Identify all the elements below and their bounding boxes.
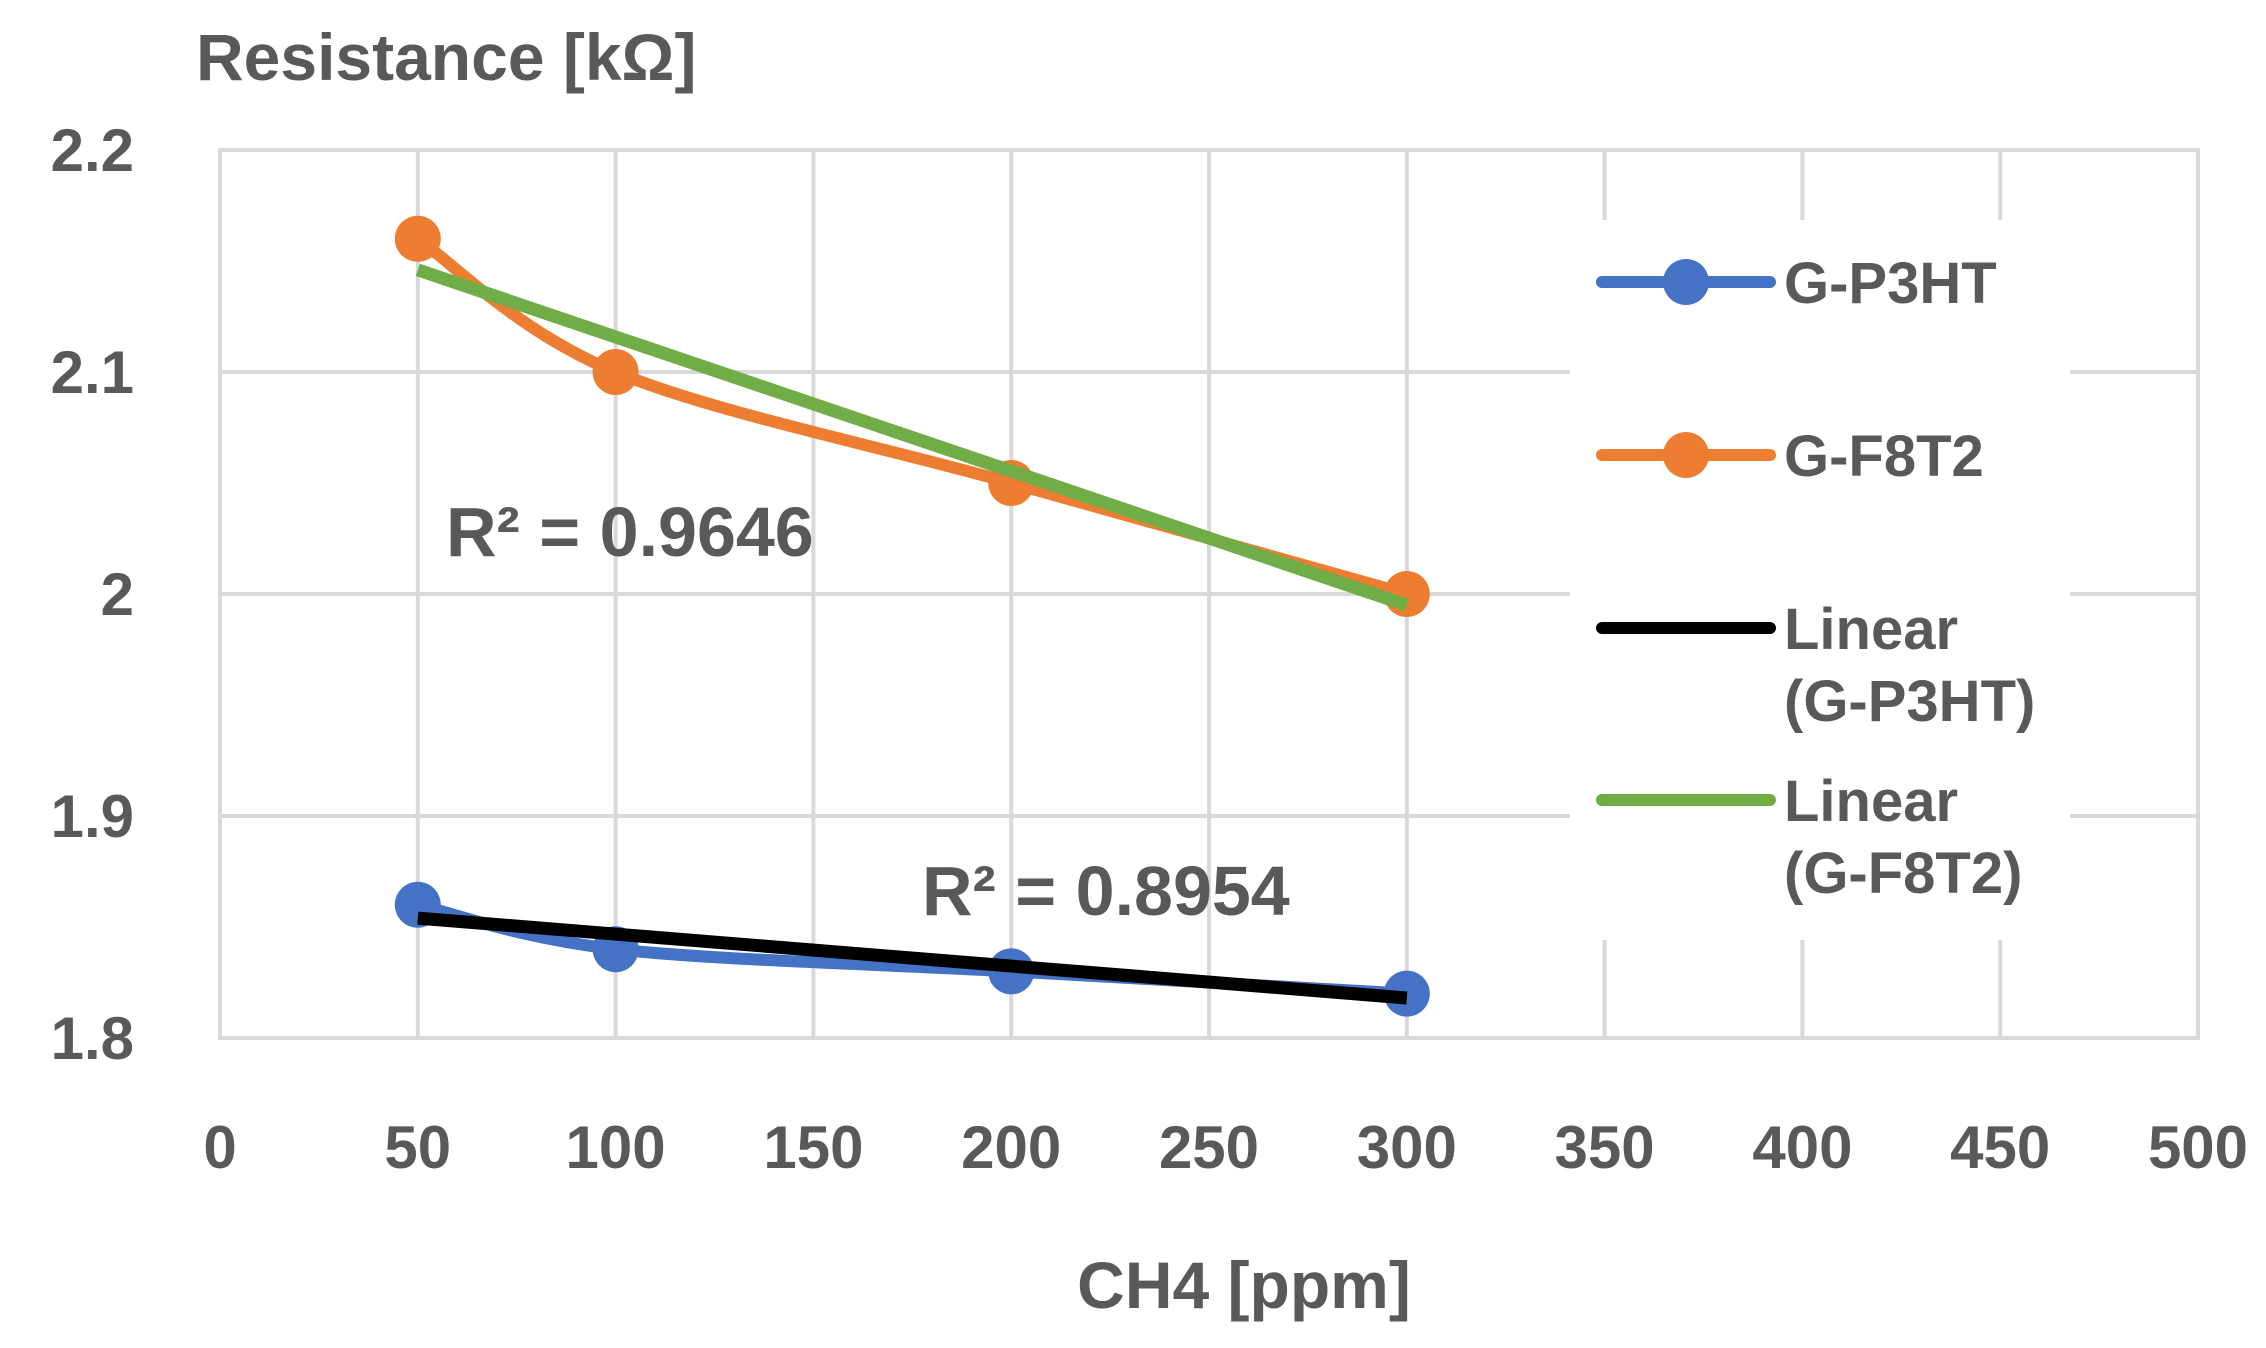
legend-label: Linear [1784,769,1958,834]
r2-label-g-p3ht: R² = 0.8954 [922,852,1290,930]
trendline-linear-g-p3ht [417,911,1408,1005]
y-tick-label: 1.8 [51,1005,134,1072]
x-tick-label: 200 [961,1114,1061,1181]
y-tick-label: 2 [101,561,134,628]
legend-entry-g-f8t2: G-F8T2 [1596,424,1984,489]
y-axis-ticks: 1.8 1.9 2 2.1 2.2 [51,117,134,1072]
legend-label: (G-P3HT) [1784,669,2035,734]
legend-entry-linear-g-f8t2: Linear (G-F8T2) [1596,769,2022,906]
legend-label: Linear [1784,597,1958,662]
x-tick-label: 300 [1357,1114,1457,1181]
x-axis-title: CH4 [ppm] [1077,1248,1411,1322]
legend-label: G-P3HT [1784,251,1997,316]
legend-label: (G-F8T2) [1784,841,2022,906]
trendline-layer [415,263,1409,1005]
x-tick-label: 250 [1159,1114,1259,1181]
x-tick-label: 450 [1950,1114,2050,1181]
data-point-g-f8t2 [592,349,639,395]
legend-entry-linear-g-p3ht: Linear (G-P3HT) [1596,597,2035,734]
y-tick-label: 2.2 [51,117,134,184]
x-tick-label: 0 [203,1114,236,1181]
y-tick-label: 2.1 [51,339,134,406]
x-axis-ticks: 0 50 100 150 200 250 300 350 400 450 500 [203,1114,2248,1181]
x-tick-label: 150 [763,1114,863,1181]
legend-entry-g-p3ht: G-P3HT [1596,251,1997,316]
legend-box [1570,220,2070,940]
r2-label-g-f8t2: R² = 0.9646 [446,493,814,571]
legend-marker [1663,259,1709,305]
legend: G-P3HT G-F8T2 Linear (G-P3HT) Linear (G-F8T2) [1596,251,2035,906]
x-tick-label: 100 [566,1114,666,1181]
data-point-g-f8t2 [394,215,441,262]
x-tick-label: 500 [2148,1114,2248,1181]
legend-marker [1663,432,1709,478]
x-tick-label: 400 [1752,1114,1852,1181]
legend-label: G-F8T2 [1784,424,1984,489]
trendline-linear-g-f8t2 [415,263,1409,612]
x-tick-label: 50 [384,1114,451,1181]
y-axis-title: Resistance [kΩ] [196,20,696,94]
y-tick-label: 1.9 [51,783,134,850]
x-tick-label: 350 [1555,1114,1655,1181]
